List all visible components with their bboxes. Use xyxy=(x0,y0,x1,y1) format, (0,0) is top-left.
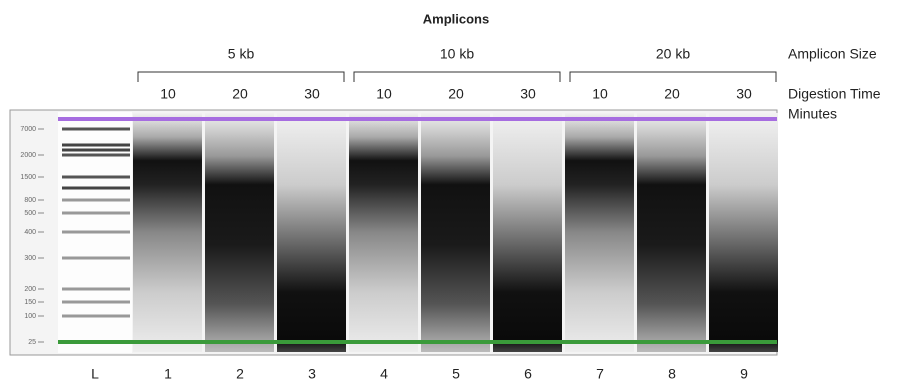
size-label: Amplicon Size xyxy=(788,46,877,62)
upper-marker xyxy=(58,117,777,121)
lane-label: 7 xyxy=(596,366,604,382)
ladder-label: 500 xyxy=(24,210,36,217)
time-label: 20 xyxy=(232,86,248,102)
ladder-band xyxy=(62,175,130,179)
group-label: 5 kb xyxy=(228,46,255,62)
time-label: 10 xyxy=(160,86,176,102)
group-bracket xyxy=(353,71,561,82)
lane-label: 8 xyxy=(668,366,676,382)
ladder-band xyxy=(62,300,130,304)
lane-smear xyxy=(421,113,490,352)
ladder-label: 25 xyxy=(28,339,36,346)
ladder-band xyxy=(62,198,130,202)
group-label: 20 kb xyxy=(656,46,690,62)
ladder-label: 100 xyxy=(24,313,36,320)
ladder-label: 7000 xyxy=(20,126,36,133)
lane-smear xyxy=(493,113,562,352)
ladder-band xyxy=(62,143,130,147)
ladder-label: 2000 xyxy=(20,152,36,159)
lane-label: 9 xyxy=(740,366,748,382)
lane-label: L xyxy=(91,366,99,382)
group-label: 10 kb xyxy=(440,46,474,62)
ladder-band xyxy=(62,211,130,215)
ladder-band xyxy=(62,153,130,157)
lane-smear xyxy=(637,113,706,352)
ladder-label: 1500 xyxy=(20,174,36,181)
ladder-label: 400 xyxy=(24,229,36,236)
ladder-band xyxy=(62,256,130,260)
time-label: 10 xyxy=(592,86,608,102)
ladder-label: 150 xyxy=(24,299,36,306)
time-label: 20 xyxy=(664,86,680,102)
lane-label: 3 xyxy=(308,366,316,382)
lane-label: 4 xyxy=(380,366,388,382)
time-label: 20 xyxy=(448,86,464,102)
lane-smear xyxy=(205,113,274,352)
ladder-band xyxy=(62,314,130,318)
ladder-band xyxy=(62,148,130,152)
lane-smear xyxy=(565,113,634,352)
lane-smear xyxy=(709,113,778,352)
lane-label: 5 xyxy=(452,366,460,382)
lane-label: 1 xyxy=(164,366,172,382)
lower-marker xyxy=(58,340,777,344)
group-bracket xyxy=(137,71,345,82)
ladder-band xyxy=(62,287,130,291)
ladder-label: 800 xyxy=(24,197,36,204)
ladder-band xyxy=(62,230,130,234)
title: Amplicons xyxy=(423,11,489,26)
lane-smear xyxy=(349,113,418,352)
ladder-label: 200 xyxy=(24,286,36,293)
lane-smear xyxy=(133,113,202,352)
lane-smear xyxy=(277,113,346,352)
lane-label: 2 xyxy=(236,366,244,382)
time-label: 30 xyxy=(736,86,752,102)
time-label: 10 xyxy=(376,86,392,102)
time-label: 30 xyxy=(304,86,320,102)
ladder-band xyxy=(62,127,130,131)
time-unit: Minutes xyxy=(788,106,837,122)
ladder-label: 300 xyxy=(24,255,36,262)
lane-label: 6 xyxy=(524,366,532,382)
group-bracket xyxy=(569,71,777,82)
ladder-band xyxy=(62,186,130,190)
time-label: 30 xyxy=(520,86,536,102)
time-label: Digestion Time xyxy=(788,86,881,102)
